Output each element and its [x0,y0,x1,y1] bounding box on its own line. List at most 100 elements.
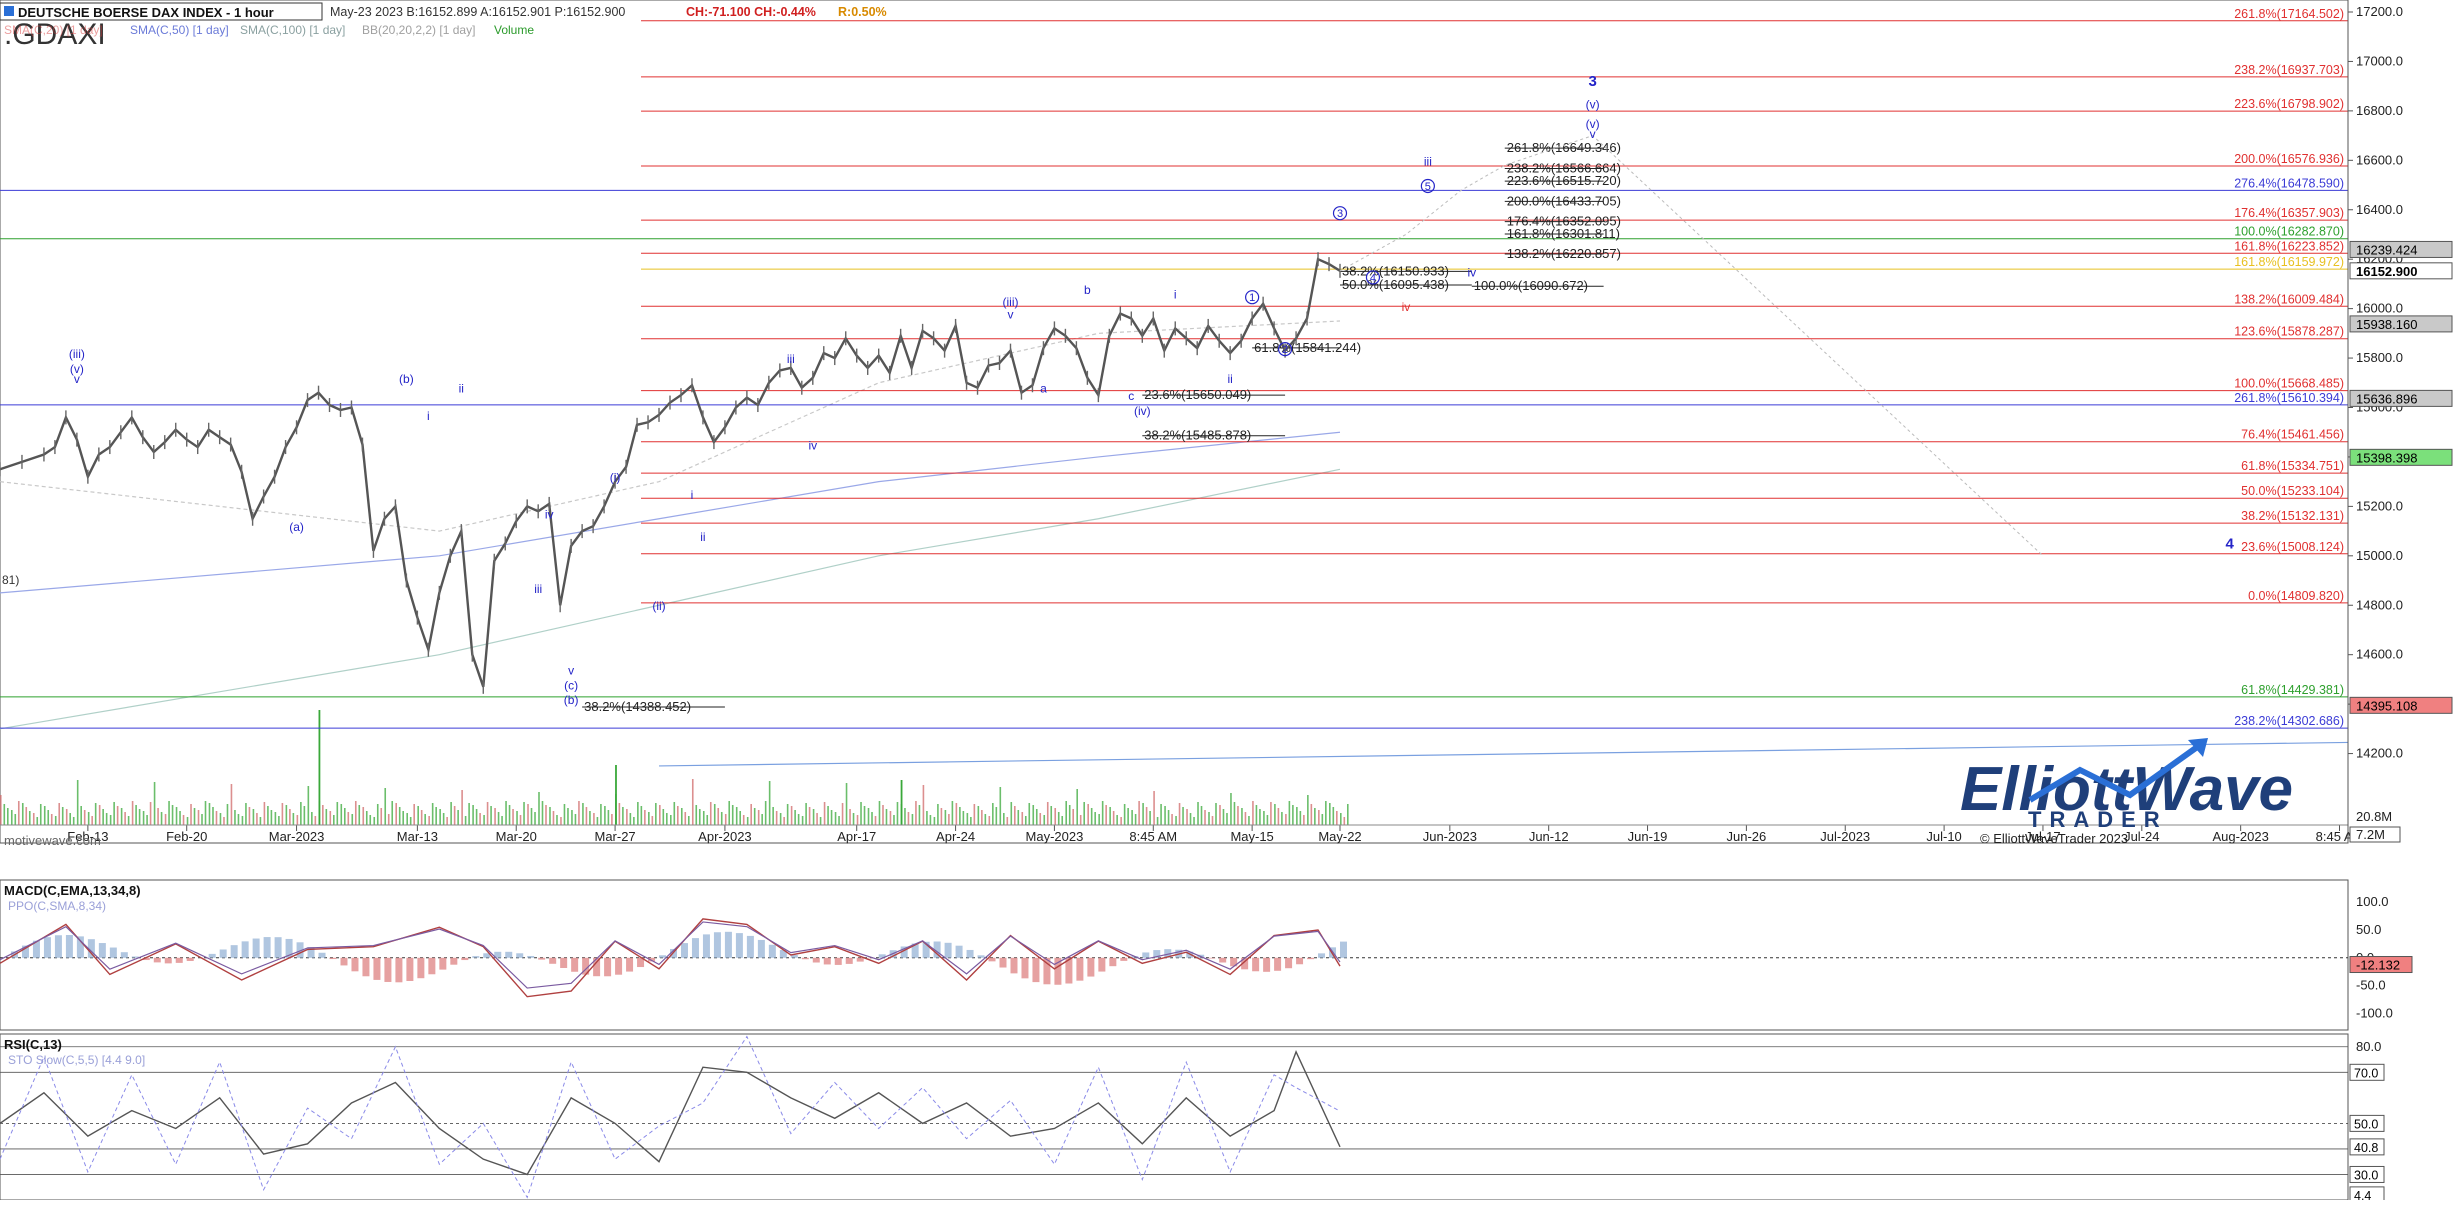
macd-hist-bar [945,943,952,958]
wave-label: 3 [1588,73,1596,90]
volume-bar [912,814,914,825]
volume-bar [66,809,68,825]
volume-bar [1153,791,1155,825]
volume-bar [641,806,643,825]
volume-bar [157,808,159,825]
quote-text: May-23 2023 B:16152.899 A:16152.901 P:16… [330,5,625,19]
volume-bar [937,804,939,825]
volume-bar [315,816,317,825]
wave-label: 5 [1425,181,1431,193]
volume-bar [1054,808,1056,825]
volume-bar [564,804,566,825]
volume-bar [132,801,134,825]
macd-hist-bar [220,949,227,957]
macd-hist-bar [417,958,424,978]
volume-bar [619,803,621,825]
x-tick-label: Jun-2023 [1423,829,1477,844]
wave-label: i [1174,288,1177,302]
wave-label: (iii) [69,347,85,361]
macd-hist-bar [1010,958,1017,974]
volume-bar [706,815,708,825]
volume-bar [1047,802,1049,825]
volume-bar [816,813,818,825]
volume-bar [875,816,877,825]
volume-bar [337,802,339,825]
volume-bar [1314,808,1316,825]
macd-hist-bar [450,958,457,965]
volume-bar [1267,815,1269,825]
volume-bar [69,813,71,825]
volume-bar [143,811,145,825]
x-tick-label: Mar-13 [397,829,438,844]
rsi-tag-label: 50.0 [2354,1117,2378,1131]
volume-bar [677,806,679,825]
volume-bar [388,814,390,825]
macd-sub: PPO(C,SMA,8,34) [8,899,106,913]
fib-level-label: 38.2%(15132.131) [2241,509,2344,523]
volume-bar [40,804,42,825]
volume-bar [1274,804,1276,825]
macd-hist-bar [209,954,216,958]
volume-bar [1303,815,1305,825]
volume-bar [1146,807,1148,825]
volume-bar [1127,808,1129,825]
macd-hist-bar [187,958,194,961]
rsi-tag-label: 40.8 [2354,1141,2378,1155]
price-tick-label: 15800.0 [2356,350,2403,365]
mid-fib-label: 23.6%(15650.049) [1144,387,1251,402]
volume-bar [117,806,119,825]
volume-bar [91,816,93,825]
volume-bar [1329,803,1331,825]
volume-bar [1131,810,1133,825]
indicator-bb[interactable]: BB(20,20,2,2) [1 day] [362,23,475,37]
volume-bar [135,805,137,825]
macd-hist-bar [1252,958,1259,971]
indicator-volume[interactable]: Volume [494,23,534,37]
volume-bar [721,812,723,825]
volume-bar [1105,805,1107,825]
volume-bar [216,811,218,825]
volume-bar [487,802,489,825]
volume-bar [791,806,793,825]
volume-bar [358,805,360,825]
volume-bar [509,805,511,825]
volume-bar [644,810,646,825]
volume-label: 20.8M [2356,809,2392,824]
volume-bar [582,803,584,825]
volume-bar [1124,804,1126,825]
macd-hist-bar [319,953,326,958]
volume-bar [476,809,478,825]
volume-bar [893,815,895,825]
indicator-sma100[interactable]: SMA(C,100) [1 day] [240,23,345,37]
wave-label: 1 [1249,292,1255,304]
volume-bar [1215,803,1217,825]
volume-bar [967,813,969,825]
volume-bar [271,810,273,825]
volume-bar [710,802,712,825]
fib-level-label: 23.6%(15008.124) [2241,540,2344,554]
volume-bar [454,806,456,825]
volume-bar [176,807,178,825]
volume-bar [406,813,408,825]
x-tick-label: Feb-20 [166,829,207,844]
volume-bar [183,815,185,825]
volume-bar [1171,814,1173,825]
volume-bar [985,814,987,825]
volume-bar [754,808,756,825]
indicator-sma50[interactable]: SMA(C,50) [1 day] [130,23,229,37]
macd-hist-bar [1208,958,1215,959]
price-tick-label: 16600.0 [2356,152,2403,167]
volume-bar [736,807,738,825]
volume-bar [245,803,247,825]
macd-hist-bar [428,958,435,974]
macd-hist-bar [66,935,73,958]
macd-hist-bar [472,956,479,958]
volume-bar [556,815,558,825]
macd-hist-bar [1120,958,1127,961]
macd-hist-bar [989,958,996,962]
volume-bar [1036,809,1038,825]
volume-bar [1234,802,1236,825]
volume-bar [534,812,536,825]
volume-bar [626,809,628,825]
